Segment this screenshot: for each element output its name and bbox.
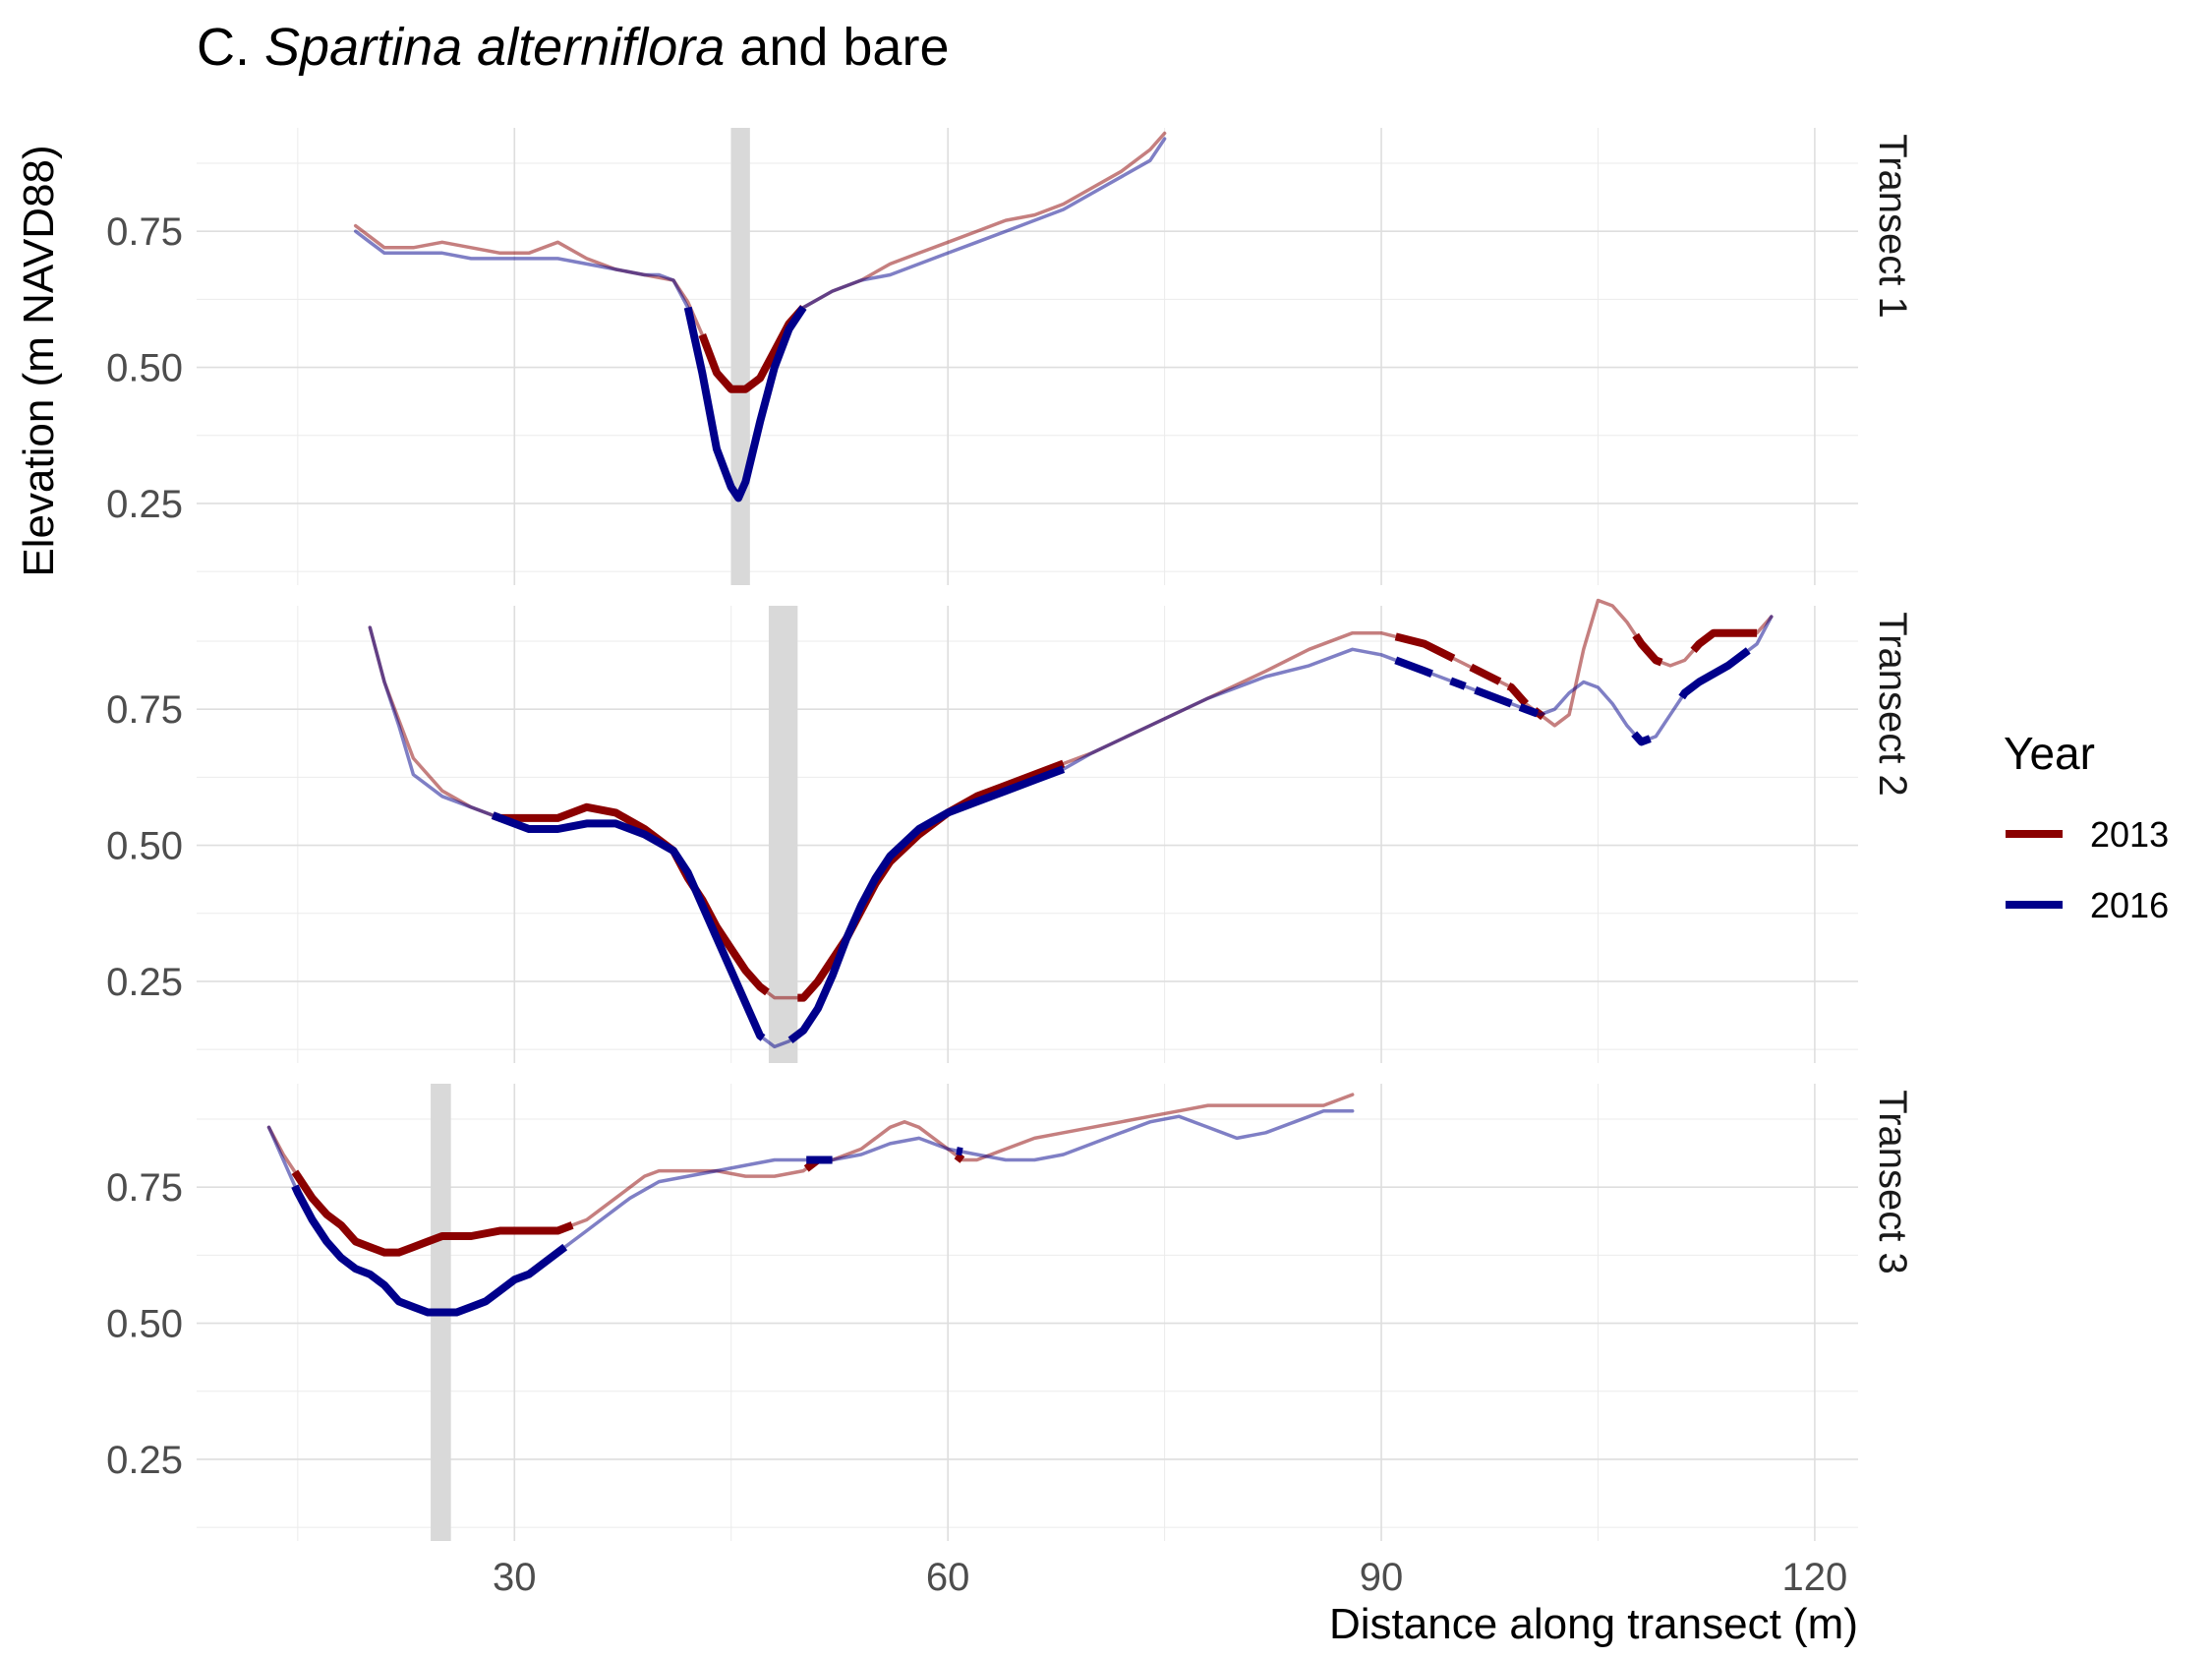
line-2013 (368, 598, 1774, 1000)
legend-title: Year (2004, 728, 2095, 779)
bold-segment-2016 (291, 1184, 568, 1317)
legend-label-2013: 2013 (2090, 814, 2169, 855)
y-tick-label: 0.25 (106, 483, 183, 526)
title-suffix: and bare (739, 18, 949, 77)
bold-segment-2013 (1394, 632, 1456, 663)
bold-segment-2016 (1449, 677, 1467, 690)
bold-segment-2016 (1474, 686, 1513, 708)
y-tick-label: 0.25 (106, 1439, 183, 1482)
panel-transect-2: 0.25 0.50 0.75 Transect 2 (106, 598, 1914, 1063)
bold-segment-2013 (698, 305, 807, 393)
y-tick-label: 0.50 (106, 1303, 183, 1346)
bare-patch-band (768, 606, 798, 1063)
bold-segment-2013 (954, 1152, 965, 1163)
bold-segment-2016 (1518, 703, 1540, 718)
strip-label: Transect 1 (1871, 134, 1914, 318)
bare-patch-band (730, 128, 750, 585)
panel-transect-1: 0.25 0.50 0.75 Transect 1 (106, 128, 1914, 585)
line-2013 (353, 131, 1167, 391)
x-axis-label: Distance along transect (m) (1329, 1600, 1858, 1648)
facet-panels: 0.25 0.50 0.75 Transect 1 0.25 0.50 0.75 Transe… (106, 128, 1914, 1599)
bold-segment-2016 (787, 765, 1066, 1043)
bold-segment-2013 (1690, 628, 1758, 654)
bold-segment-2016 (1394, 656, 1433, 678)
bold-segment-2016 (1678, 647, 1751, 700)
y-tick-label: 0.75 (106, 1166, 183, 1210)
x-tick-label: 60 (926, 1556, 970, 1599)
y-tick-label: 0.50 (106, 347, 183, 390)
y-tick-label: 0.75 (106, 688, 183, 732)
bold-segment-2016 (683, 305, 807, 503)
legend: Year 2013 2016 (2004, 728, 2169, 925)
x-tick-label: 30 (493, 1556, 537, 1599)
bold-segment-2016 (956, 1147, 963, 1156)
bold-segment-2013 (1469, 663, 1502, 685)
line-2016 (368, 615, 1774, 1049)
y-tick-label: 0.50 (106, 825, 183, 868)
y-tick-label: 0.25 (106, 961, 183, 1004)
x-tick-label: 120 (1782, 1556, 1848, 1599)
strip-label: Transect 3 (1871, 1090, 1914, 1274)
bold-segment-2013 (1506, 681, 1529, 707)
title-species: Spartina alterniflora (264, 18, 725, 77)
x-tick-label: 90 (1360, 1556, 1404, 1599)
line-2016 (353, 137, 1167, 501)
title-prefix: C. (197, 18, 250, 77)
bold-segment-2016 (491, 811, 766, 1041)
chart-title: C. Spartina alterniflora and bare (197, 18, 949, 77)
legend-label-2016: 2016 (2090, 885, 2169, 925)
bold-segment-2013 (291, 1169, 574, 1257)
panel-transect-3: 0.25 0.50 0.75 Transect 3 (106, 1084, 1914, 1541)
y-tick-label: 0.75 (106, 210, 183, 254)
y-axis-label: Elevation (m NAVD88) (15, 145, 63, 576)
bold-segment-2013 (1632, 632, 1663, 667)
bold-segment-2016 (1631, 731, 1652, 746)
strip-label: Transect 2 (1871, 612, 1914, 796)
